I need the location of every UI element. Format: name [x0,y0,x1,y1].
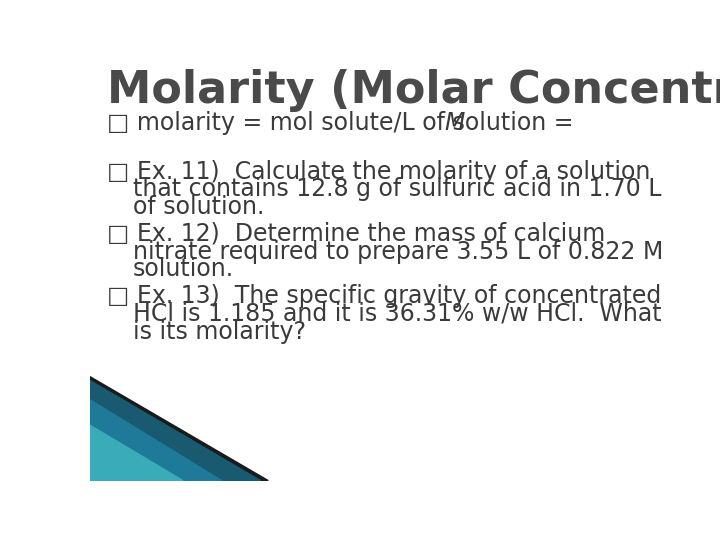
Text: M: M [444,111,464,135]
Text: HCl is 1.185 and it is 36.31% w/w HCl.  What: HCl is 1.185 and it is 36.31% w/w HCl. W… [132,302,661,326]
Text: solution.: solution. [132,257,234,281]
Polygon shape [90,425,183,481]
Text: □ Ex. 11)  Calculate the molarity of a solution: □ Ex. 11) Calculate the molarity of a so… [107,159,650,184]
Text: □ molarity = mol solute/L of solution =: □ molarity = mol solute/L of solution = [107,111,581,135]
Text: □ Ex. 13)  The specific gravity of concentrated: □ Ex. 13) The specific gravity of concen… [107,284,661,308]
Polygon shape [90,377,269,481]
Text: is its molarity?: is its molarity? [132,320,305,343]
Text: that contains 12.8 g of sulfuric acid in 1.70 L: that contains 12.8 g of sulfuric acid in… [132,177,661,201]
Text: □ Ex. 12)  Determine the mass of calcium: □ Ex. 12) Determine the mass of calcium [107,222,606,246]
Text: nitrate required to prepare 3.55 L of 0.822 M: nitrate required to prepare 3.55 L of 0.… [132,240,663,264]
Text: Molarity (Molar Concentration): Molarity (Molar Concentration) [107,69,720,112]
Polygon shape [90,400,222,481]
Polygon shape [90,381,261,481]
Text: of solution.: of solution. [132,195,264,219]
